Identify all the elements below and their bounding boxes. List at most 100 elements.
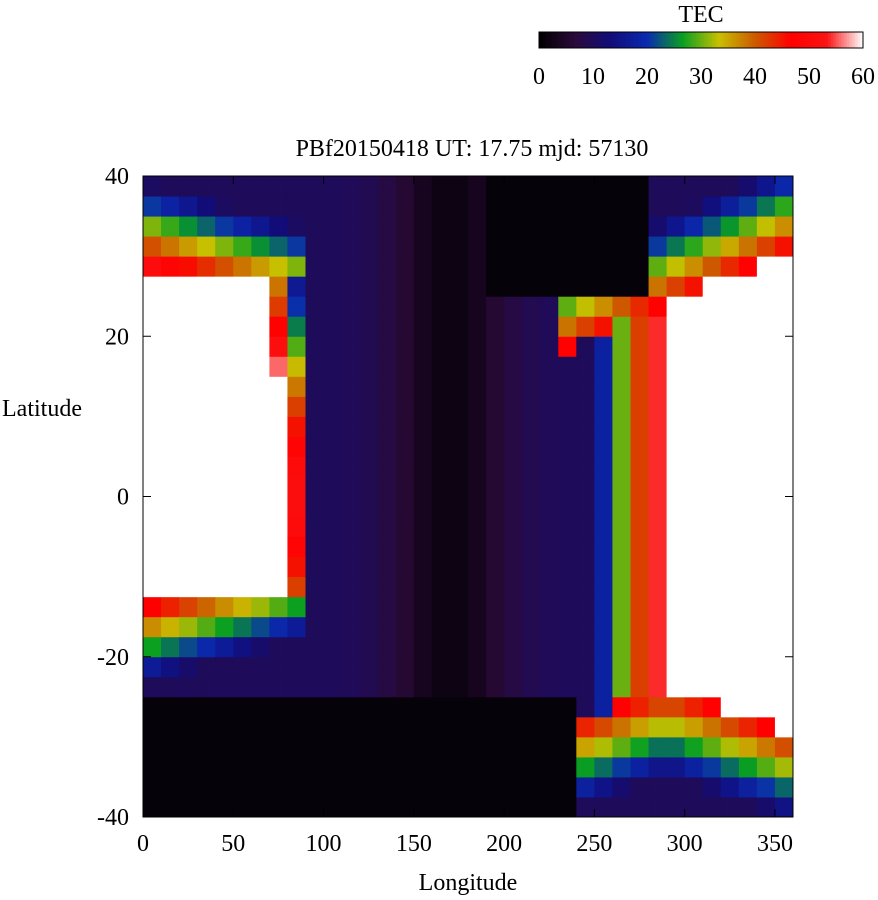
heatmap-cell — [630, 776, 650, 798]
heatmap-cell — [738, 436, 758, 457]
heatmap-cell — [540, 796, 559, 818]
heatmap-cell — [684, 716, 704, 738]
heatmap-cell — [576, 616, 595, 638]
heatmap-cell — [269, 436, 288, 457]
heatmap-cell — [197, 796, 216, 818]
heatmap-cell — [558, 276, 577, 297]
heatmap-cell — [449, 636, 469, 658]
heatmap-cell — [612, 476, 631, 497]
heatmap-cell — [413, 416, 433, 437]
heatmap-cell — [720, 316, 740, 337]
heatmap-cell — [215, 596, 234, 618]
heatmap-cell — [305, 376, 325, 397]
heatmap-cell — [504, 216, 523, 237]
heatmap-cell — [720, 516, 740, 538]
colorbar-cell — [633, 32, 637, 48]
heatmap-cell — [233, 396, 252, 417]
heatmap-cell — [648, 396, 668, 417]
heatmap-cell — [179, 276, 198, 297]
heatmap-cell — [251, 736, 270, 758]
heatmap-cell — [540, 616, 559, 638]
heatmap-cell — [305, 176, 325, 197]
heatmap-cell — [287, 576, 306, 598]
heatmap-cell — [630, 276, 650, 297]
heatmap-cell — [666, 216, 686, 237]
heatmap-cell — [395, 596, 415, 618]
heatmap-cell — [431, 756, 451, 778]
heatmap-cell — [287, 736, 306, 758]
heatmap-cell — [486, 796, 505, 818]
heatmap-cell — [359, 196, 379, 217]
colorbar-cell — [792, 32, 797, 48]
heatmap-cell — [179, 676, 198, 698]
colorbar-cell — [809, 32, 813, 48]
heatmap-cell — [612, 176, 631, 197]
heatmap-cell — [486, 176, 505, 197]
heatmap-cell — [756, 436, 776, 457]
heatmap-cell — [486, 516, 505, 538]
heatmap-cell — [143, 336, 162, 357]
heatmap-cell — [395, 256, 415, 277]
heatmap-cell — [558, 676, 577, 698]
heatmap-cell — [431, 416, 451, 437]
heatmap-cell — [576, 316, 595, 337]
heatmap-cell — [179, 796, 198, 818]
heatmap-cell — [161, 576, 180, 598]
heatmap-cell — [684, 296, 704, 317]
heatmap-cell — [540, 656, 559, 678]
heatmap-cell — [684, 256, 704, 277]
heatmap-cell — [287, 756, 306, 778]
heatmap-cell — [594, 296, 613, 317]
heatmap-cell — [468, 776, 487, 798]
heatmap-cell — [233, 256, 252, 277]
heatmap-cell — [449, 216, 469, 237]
heatmap-cell — [341, 336, 361, 357]
heatmap-cell — [540, 296, 559, 317]
heatmap-cell — [269, 696, 288, 718]
heatmap-cell — [738, 716, 758, 738]
heatmap-cell — [161, 516, 180, 538]
heatmap-cell — [143, 436, 162, 457]
heatmap-cell — [576, 656, 595, 678]
heatmap-cell — [702, 516, 722, 538]
heatmap-cell — [630, 596, 650, 618]
heatmap-cell — [720, 796, 740, 818]
heatmap-cell — [612, 736, 631, 758]
heatmap-cell — [161, 756, 180, 778]
heatmap-cell — [504, 296, 523, 317]
heatmap-cell — [630, 296, 650, 317]
heatmap-cell — [648, 516, 668, 538]
heatmap-cell — [287, 236, 306, 257]
heatmap-cell — [287, 356, 306, 377]
heatmap-cell — [197, 416, 216, 437]
colorbar-cell — [579, 32, 583, 48]
heatmap-cell — [558, 316, 577, 337]
x-tick-label: 150 — [396, 831, 432, 857]
heatmap-cell — [684, 496, 704, 518]
heatmap-cell — [720, 356, 740, 377]
heatmap-cell — [648, 356, 668, 377]
heatmap-cell — [143, 196, 162, 217]
heatmap-cell — [702, 216, 722, 237]
heatmap-cell — [756, 336, 776, 357]
heatmap-cell — [468, 316, 487, 337]
colorbar-tick-label: 0 — [533, 64, 545, 90]
heatmap-cell — [756, 676, 776, 698]
colorbar-cell — [595, 32, 599, 48]
heatmap-cell — [702, 756, 722, 778]
heatmap-cell — [413, 276, 433, 297]
colorbar-cell — [857, 32, 861, 48]
colorbar-cell — [676, 32, 680, 48]
heatmap-cell — [161, 736, 180, 758]
colorbar-cell — [609, 32, 613, 48]
heatmap-cell — [522, 436, 541, 457]
heatmap-cell — [143, 656, 162, 678]
heatmap-cell — [504, 276, 523, 297]
heatmap-cell — [738, 556, 758, 578]
heatmap-cell — [359, 716, 379, 738]
heatmap-cell — [431, 476, 451, 497]
heatmap-cell — [413, 596, 433, 618]
heatmap-cell — [774, 636, 794, 658]
heatmap-cell — [179, 536, 198, 558]
heatmap-cell — [287, 196, 306, 217]
